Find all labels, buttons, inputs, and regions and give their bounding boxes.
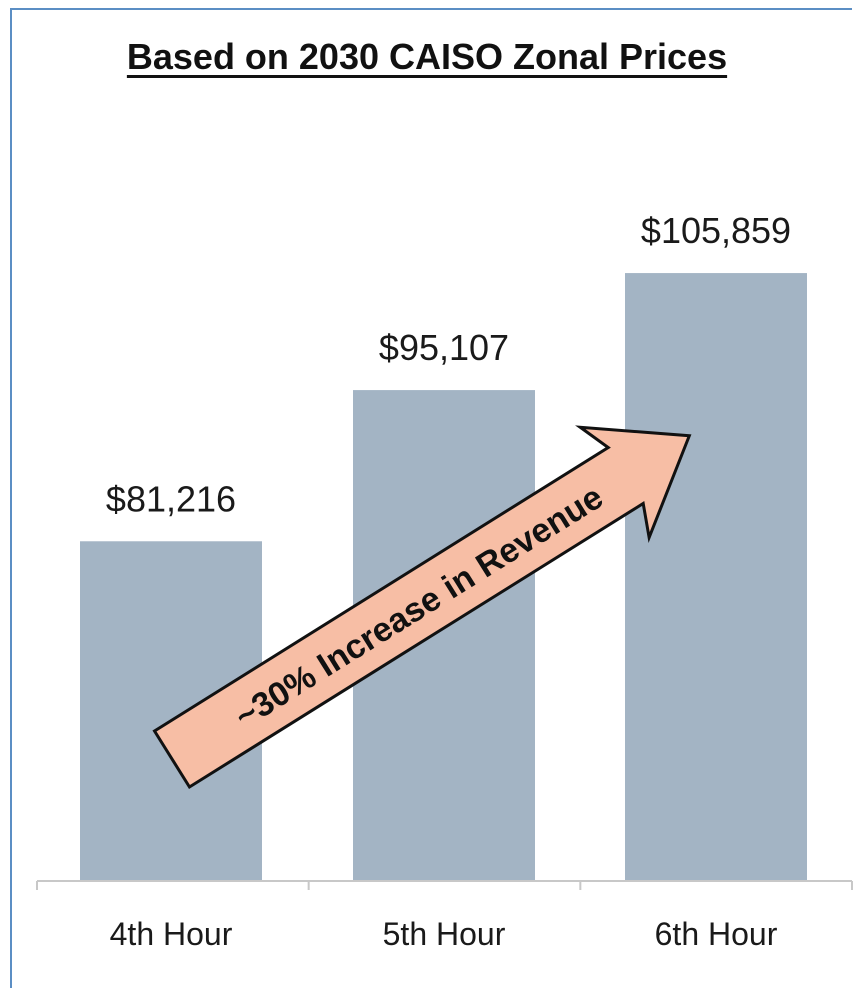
x-tick-label-1: 4th Hour <box>110 916 233 952</box>
x-tick-label-3: 6th Hour <box>655 916 778 952</box>
x-tick-label-2: 5th Hour <box>383 916 506 952</box>
bars-layer <box>80 273 807 881</box>
chart-title: Based on 2030 CAISO Zonal Prices <box>126 36 728 77</box>
labels-layer: $81,216 4th Hour $95,107 5th Hour $105,859 6t… <box>106 210 791 952</box>
chart-frame <box>10 8 852 988</box>
x-axis <box>36 880 853 890</box>
data-label-1: $81,216 <box>106 478 236 519</box>
annotation-arrow-shape <box>152 425 692 790</box>
bar-3 <box>625 273 807 881</box>
data-label-2: $95,107 <box>379 327 509 368</box>
data-label-3: $105,859 <box>641 210 791 251</box>
